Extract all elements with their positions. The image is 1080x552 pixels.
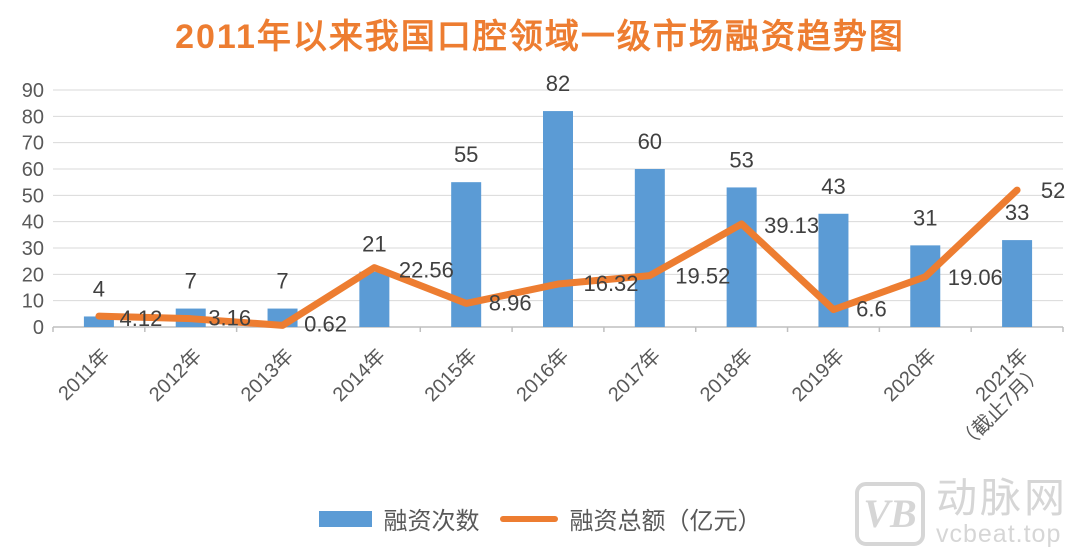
bar-2020年 [910,245,941,327]
line-value-label: 0.62 [304,311,347,336]
chart-title: 2011年以来我国口腔领域一级市场融资趋势图 [175,18,905,56]
line-value-label: 16.32 [583,271,638,296]
bar-2017年 [634,169,665,327]
y-axis-label: 60 [22,159,44,181]
bar-value-label: 60 [638,129,662,154]
bar-value-label: 82 [546,71,570,96]
x-axis-label: 2015年 [420,344,482,406]
line-value-label: 19.06 [948,265,1003,290]
bar-2014年 [359,271,390,327]
x-axis-label: 2021年（截止7月） [938,344,1048,454]
line-value-label: 52 [1041,178,1065,203]
trend-line [95,186,1021,329]
y-axis-label: 20 [22,264,44,286]
bar-2011年 [83,316,114,327]
line-value-label: 22.56 [399,258,454,283]
line-value-label: 8.96 [489,290,532,315]
line-value-label: 19.52 [675,264,730,289]
y-axis-label: 50 [22,185,44,207]
bar-value-label: 55 [454,142,478,167]
watermark: VB 动脉网 vcbeat.top [855,475,1068,549]
x-axis-label: 2019年 [787,344,849,406]
bar-value-label: 21 [362,232,386,257]
watermark-url: vcbeat.top [936,520,1062,548]
y-axis-label: 0 [33,317,44,339]
bar-2021年（截止7月） [1002,240,1033,327]
legend-bar-swatch-icon [318,510,372,527]
y-axis-label: 70 [22,133,44,155]
watermark-brand: 动脉网 [936,475,1068,522]
x-axis-label: 2012年 [144,344,206,406]
line-value-label: 39.13 [764,213,819,238]
bar-value-label: 7 [276,269,288,294]
legend-bar-label: 融资次数 [383,508,480,535]
bar-value-label: 31 [913,205,937,230]
line-value-label: 6.6 [856,297,887,322]
legend: 融资次数 融资总额（亿元） [0,501,1080,536]
x-axis-label: 2014年 [328,344,390,406]
bar-value-label: 33 [1005,200,1029,225]
line-value-label: 3.16 [208,306,251,331]
x-axis-label: 2020年 [879,344,941,406]
bar-value-label: 43 [821,174,845,199]
bar-value-label: 4 [93,276,105,301]
legend-line-swatch-icon [499,515,558,522]
bar-2016年 [543,111,573,327]
y-axis-label: 40 [22,212,44,234]
x-axis-label: 2016年 [512,344,574,406]
x-axis-label: 2017年 [603,344,665,406]
line-value-label: 4.12 [119,306,162,331]
legend-line-label: 融资总额（亿元） [569,508,762,535]
y-axis-label: 10 [22,291,44,313]
x-axis-label: 2013年 [236,344,298,406]
x-axis-label: 2011年 [54,344,115,405]
bar-value-label: 53 [729,147,753,172]
x-axis-label: 2018年 [695,344,757,406]
bar-value-label: 7 [185,269,197,294]
bar-2018年 [726,187,757,327]
y-axis-label: 80 [22,106,44,128]
watermark-text: 动脉网 vcbeat.top [936,475,1068,549]
y-axis-label: 30 [22,238,44,260]
vcbeat-logo-icon: VB [855,481,925,546]
y-axis-label: 90 [22,80,44,102]
